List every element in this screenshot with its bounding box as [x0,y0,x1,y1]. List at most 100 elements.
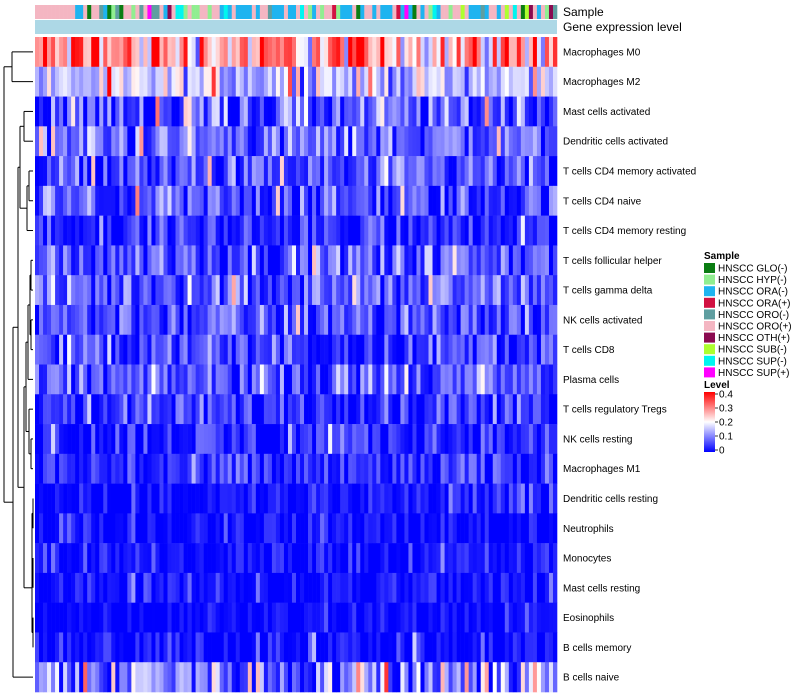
heatmap-cell [368,572,373,603]
row-label: T cells follicular helper [563,256,662,267]
heatmap-cell [259,364,265,395]
heatmap-cell [512,513,518,544]
heatmap-cell [460,185,465,216]
heatmap-cell [524,156,530,187]
heatmap-cell [484,334,490,365]
heatmap-cell [263,662,269,693]
heatmap-cell [524,126,530,157]
heatmap-cell [388,513,393,544]
sample-annotation-cell [179,5,184,19]
heatmap-cell [464,424,469,455]
heatmap-cell [524,602,530,633]
heatmap-cell [231,602,237,633]
heatmap-cell [199,632,204,663]
heatmap-cell [456,334,461,365]
row-label: T cells gamma delta [563,286,653,297]
heatmap-cell [392,245,397,276]
heatmap-cell [340,632,345,663]
heatmap-cell [488,275,494,306]
heatmap-cell [207,513,212,544]
heatmap-cell [416,453,421,484]
heatmap-cell [440,96,445,127]
heatmap-cell [328,513,333,544]
heatmap-cell [484,543,490,574]
heatmap-cell [275,543,281,574]
heatmap-cell [263,66,269,97]
heatmap-cell [75,334,80,365]
heatmap-cell [135,126,140,157]
heatmap-cell [35,275,40,306]
heatmap-cell [532,126,538,157]
heatmap-cell [63,96,68,127]
heatmap-cell [356,662,361,693]
heatmap-cell [103,96,108,127]
heatmap-cell [267,215,273,246]
heatmap-cell [412,632,417,663]
heatmap-cell [480,543,486,574]
heatmap-cell [119,126,124,157]
heatmap-cell [532,96,538,127]
heatmap-cell [107,632,112,663]
heatmap-cell [207,364,212,395]
heatmap-cell [51,304,56,336]
heatmap-cell [400,394,405,425]
heatmap-cell [55,275,60,306]
heatmap-cell [83,632,88,663]
sample-annotation-cell [332,5,337,19]
heatmap-cell [488,37,494,68]
heatmap-cell [107,513,112,544]
heatmap-cell [207,275,212,306]
heatmap-cell [400,572,405,603]
heatmap-cell [544,572,550,603]
heatmap-cell [291,632,297,663]
heatmap-cell [508,66,514,97]
heatmap-cell [520,66,526,97]
heatmap-cell [308,632,313,663]
heatmap-cell [67,364,72,395]
heatmap-cell [500,185,506,216]
heatmap-cell [47,662,52,693]
heatmap-cell [251,662,257,693]
heatmap-cell [143,334,148,365]
heatmap-cell [520,364,526,395]
heatmap-cell [340,602,345,633]
heatmap-cell [227,364,233,395]
heatmap-cell [448,543,453,574]
heatmap-cell [107,96,112,127]
heatmap-cell [183,304,188,336]
heatmap-cell [235,364,241,395]
heatmap-cell [179,275,184,306]
heatmap-cell [55,513,60,544]
heatmap-cell [404,37,409,68]
heatmap-cell [167,453,172,484]
heatmap-cell [279,394,285,425]
heatmap-cell [151,513,156,544]
heatmap-cell [428,424,433,455]
heatmap-cell [376,364,381,395]
heatmap-cell [287,334,293,365]
heatmap-cell [548,453,554,484]
heatmap-cell [304,96,309,127]
heatmap-cell [263,96,269,127]
heatmap-cell [119,662,124,693]
heatmap-cell [536,513,542,544]
heatmap-cell [356,632,361,663]
heatmap-cell [392,513,397,544]
heatmap-cell [344,275,349,306]
heatmap-cell [203,543,208,574]
heatmap-cell [111,632,116,663]
heatmap-cell [540,364,546,395]
sample-annotation-cell [312,5,317,19]
heatmap-cell [388,185,393,216]
heatmap-cell [540,126,546,157]
heatmap-cell [87,364,92,395]
heatmap-cell [71,245,76,276]
heatmap-cell [412,572,417,603]
heatmap-cell [35,543,40,574]
sample-legend-label: HNSCC HYP(-) [718,275,787,286]
heatmap-cell [448,96,453,127]
row-label: T cells CD4 memory activated [563,167,696,178]
heatmap-cell [55,185,60,216]
heatmap-cell [283,602,289,633]
